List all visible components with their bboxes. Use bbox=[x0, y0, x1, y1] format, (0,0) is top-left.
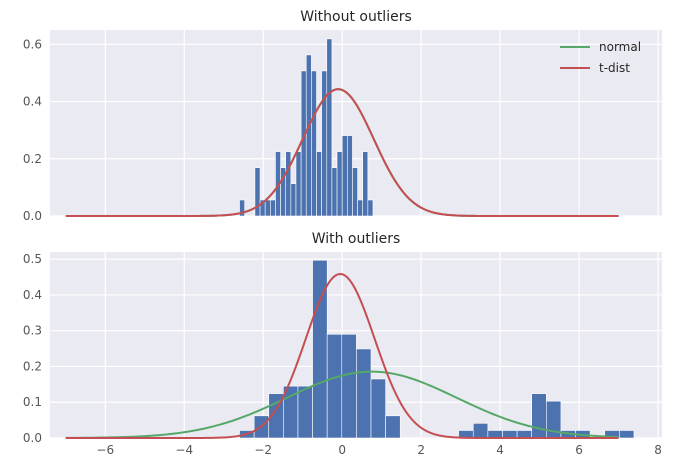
legend: normal t-dist bbox=[560, 40, 641, 75]
legend-label-t-dist: t-dist bbox=[599, 61, 630, 75]
histogram-bar bbox=[341, 135, 348, 217]
histogram-bar bbox=[326, 333, 343, 439]
histogram-bar bbox=[311, 70, 317, 217]
x-tick-label: 2 bbox=[417, 443, 425, 457]
histogram-bar bbox=[472, 423, 489, 439]
x-tick-label: −2 bbox=[254, 443, 272, 457]
y-tick-label: 0.0 bbox=[23, 431, 42, 445]
y-tick-labels: 0.0 0.1 0.2 0.3 0.4 0.5 bbox=[23, 252, 42, 445]
histogram-bar bbox=[352, 167, 358, 217]
x-tick-labels: −6 −4 −2 0 2 4 6 8 bbox=[96, 443, 661, 457]
grid bbox=[50, 252, 662, 439]
histogram-bar bbox=[362, 151, 369, 217]
curve-t-dist bbox=[65, 88, 619, 217]
x-tick-label: 4 bbox=[496, 443, 504, 457]
y-tick-label: 0.2 bbox=[23, 152, 42, 166]
histogram-bar bbox=[326, 38, 333, 217]
histogram-bar bbox=[321, 70, 328, 217]
x-tick-label: −4 bbox=[175, 443, 193, 457]
density-curves bbox=[65, 88, 619, 217]
y-tick-labels: 0.0 0.2 0.4 0.6 bbox=[23, 37, 42, 223]
subplot-without-outliers: 0.0 0.2 0.4 0.6 Without outliers normal t-d… bbox=[23, 9, 662, 223]
histogram-bar bbox=[312, 259, 328, 439]
histogram-bar bbox=[531, 393, 547, 439]
y-tick-label: 0.4 bbox=[23, 95, 42, 109]
histogram-bar bbox=[297, 385, 313, 439]
curve-normal bbox=[65, 370, 619, 439]
legend-label-normal: normal bbox=[599, 40, 641, 54]
histogram-bar bbox=[357, 199, 364, 217]
histogram-bar bbox=[487, 430, 503, 439]
histogram-bar bbox=[270, 199, 276, 217]
x-tick-label: 6 bbox=[575, 443, 583, 457]
histogram-bar bbox=[619, 430, 635, 439]
histogram-bar bbox=[516, 430, 533, 439]
histogram-bar bbox=[300, 70, 307, 217]
histogram-bar bbox=[356, 348, 372, 439]
density-curves bbox=[65, 272, 619, 439]
histogram-bar bbox=[316, 151, 322, 217]
y-tick-label: 0.2 bbox=[23, 359, 42, 373]
y-tick-label: 0.5 bbox=[23, 252, 42, 266]
histogram-bar bbox=[290, 183, 297, 217]
subplot-title: With outliers bbox=[312, 231, 401, 247]
histogram-bar bbox=[331, 167, 338, 217]
histogram-bar bbox=[502, 430, 518, 439]
histogram-bar bbox=[285, 151, 292, 217]
x-tick-label: 8 bbox=[654, 443, 662, 457]
curve-t-dist bbox=[65, 272, 619, 439]
histogram-bar bbox=[347, 135, 353, 217]
histogram-bar bbox=[264, 199, 271, 217]
y-tick-label: 0.6 bbox=[23, 37, 42, 51]
y-tick-label: 0.3 bbox=[23, 324, 42, 338]
histogram-bar bbox=[367, 199, 374, 217]
histogram-bar bbox=[295, 151, 302, 217]
histogram-bar bbox=[370, 378, 386, 439]
x-tick-label: −6 bbox=[96, 443, 114, 457]
histogram-bar bbox=[336, 151, 343, 217]
histogram-bars bbox=[239, 38, 374, 217]
subplot-title: Without outliers bbox=[300, 9, 412, 25]
x-tick-label: 0 bbox=[338, 443, 346, 457]
histogram-bar bbox=[254, 167, 261, 217]
histogram-bar bbox=[239, 199, 245, 217]
y-tick-label: 0.4 bbox=[23, 288, 42, 302]
subplot-with-outliers: 0.0 0.1 0.2 0.3 0.4 0.5 −6 −4 −2 0 2 4 6 8 With outl… bbox=[23, 231, 662, 457]
histogram-bar bbox=[341, 333, 357, 439]
histogram-bar bbox=[305, 54, 312, 217]
y-tick-label: 0.0 bbox=[23, 209, 42, 223]
histogram-bar bbox=[385, 415, 401, 439]
y-tick-label: 0.1 bbox=[23, 395, 42, 409]
